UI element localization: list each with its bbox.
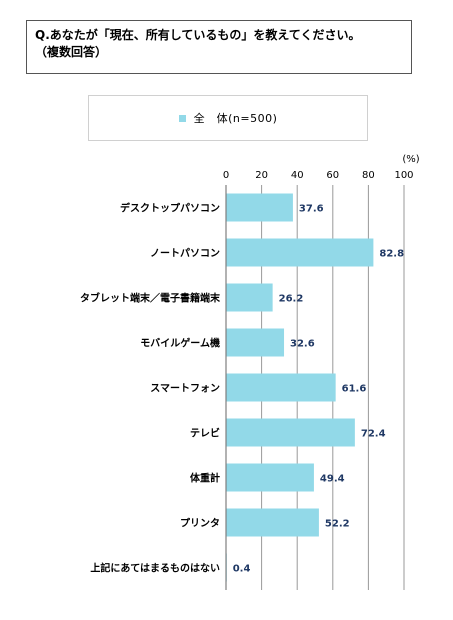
value-label: 32.6 xyxy=(290,339,315,350)
bar xyxy=(226,508,319,537)
value-label: 72.4 xyxy=(361,429,386,440)
value-label: 52.2 xyxy=(325,519,350,530)
bar xyxy=(226,193,293,222)
category-label: タブレット端末／電子書籍端末 xyxy=(80,292,221,305)
category-label: デスクトップパソコン xyxy=(120,202,220,215)
x-tick-label: 40 xyxy=(291,170,304,181)
category-label: テレビ xyxy=(190,427,220,440)
category-label: 上記にあてはまるものはない xyxy=(90,562,220,575)
value-label: 37.6 xyxy=(299,204,324,215)
chart-legend: 全 体(n=500) xyxy=(88,95,368,141)
x-tick-label: 60 xyxy=(326,170,339,181)
bar xyxy=(226,283,273,312)
question-text: Q.あなたが「現在、所有しているもの」を教えてください。 xyxy=(35,28,361,42)
value-label: 49.4 xyxy=(320,474,345,485)
category-label: ノートパソコン xyxy=(150,248,220,260)
unit-label: (%) xyxy=(402,154,419,165)
question-box: Q.あなたが「現在、所有しているもの」を教えてください。 （複数回答） xyxy=(26,20,412,74)
category-label: 体重計 xyxy=(190,472,220,485)
value-label: 0.4 xyxy=(233,564,251,575)
question-note: （複数回答） xyxy=(35,45,108,59)
bar xyxy=(226,328,285,357)
value-label: 82.8 xyxy=(379,249,404,260)
category-label: モバイルゲーム機 xyxy=(140,337,220,350)
category-label: スマートフォン xyxy=(150,383,220,395)
value-label: 61.6 xyxy=(342,384,367,395)
legend-label: 全 体(n=500) xyxy=(193,112,278,125)
bar xyxy=(226,418,355,447)
x-tick-label: 100 xyxy=(394,170,413,181)
bar xyxy=(226,238,374,267)
x-tick-label: 0 xyxy=(223,170,229,181)
value-label: 26.2 xyxy=(279,294,304,305)
bar xyxy=(226,373,336,402)
legend-swatch xyxy=(178,114,186,122)
category-label: プリンタ xyxy=(180,517,220,530)
x-tick-label: 20 xyxy=(255,170,268,181)
bar xyxy=(226,463,314,492)
x-tick-label: 80 xyxy=(362,170,375,181)
